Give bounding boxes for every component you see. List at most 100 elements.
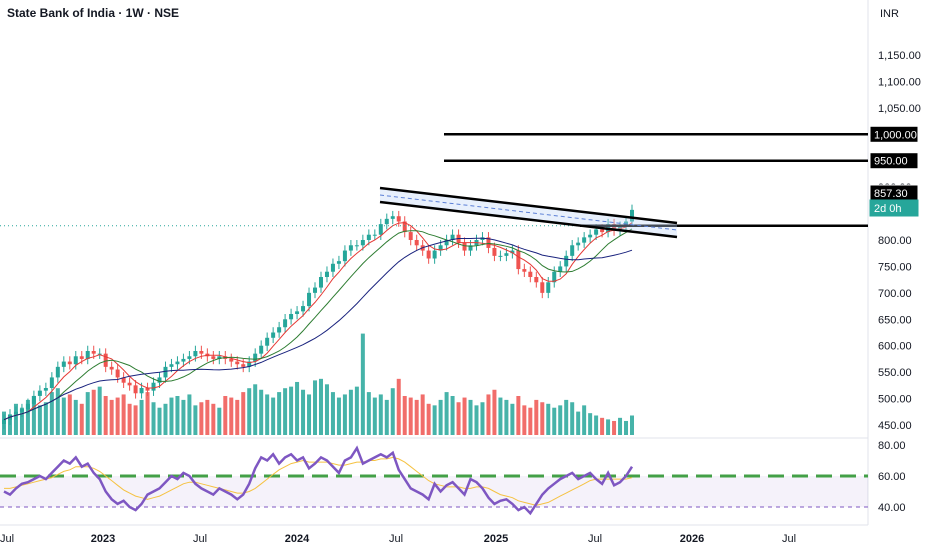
candle-body [528, 271, 533, 277]
volume-bar [516, 396, 521, 435]
volume-bar [528, 407, 533, 435]
candle-body [516, 250, 521, 270]
candle-body [271, 332, 276, 338]
x-tick-label: 2026 [680, 533, 704, 545]
candle-body [145, 388, 150, 391]
x-tick-label: 2024 [285, 533, 310, 545]
volume-bar [295, 381, 300, 435]
candle-body [582, 237, 587, 243]
candle-body [384, 218, 389, 225]
candle-body [534, 277, 539, 283]
candle-body [157, 377, 162, 383]
candle-body [181, 358, 186, 362]
candle-body [348, 245, 353, 251]
candle-body [354, 245, 359, 247]
candle-body [396, 216, 401, 222]
volume-bar [241, 392, 246, 435]
volume-bar [61, 397, 66, 435]
volume-bar [564, 399, 569, 435]
y-tick-label: 650.00 [878, 314, 912, 326]
candle-body [462, 242, 467, 251]
volume-bar [133, 405, 138, 435]
volume-bar [55, 388, 60, 435]
candle-body [594, 229, 599, 235]
volume-bar [390, 388, 395, 435]
candle-body [564, 255, 569, 267]
volume-bar [408, 397, 413, 435]
candle-body [408, 232, 413, 240]
candle-body [450, 234, 455, 240]
volume-bar [492, 389, 497, 435]
candle-body [259, 345, 264, 354]
candle-body [486, 237, 491, 248]
volume-bar [366, 392, 371, 435]
volume-bar [438, 399, 443, 435]
volume-bar [606, 419, 611, 435]
volume-bar [600, 417, 605, 435]
volume-bar [247, 388, 252, 435]
candle-body [324, 271, 329, 277]
candle-body [229, 358, 234, 362]
volume-bar [414, 399, 419, 435]
volume-bar [324, 384, 329, 435]
candle-body [492, 247, 497, 256]
volume-bar [145, 392, 150, 435]
candle-body [37, 390, 42, 396]
volume-bar [289, 386, 294, 435]
candle-body [127, 382, 132, 386]
y-tick-label: 450.00 [878, 420, 912, 432]
candle-body [25, 403, 30, 410]
candle-body [426, 250, 431, 259]
rsi-band [0, 476, 868, 507]
candle-body [163, 366, 168, 378]
volume-bar [396, 378, 401, 435]
volume-bar [211, 403, 216, 435]
volume-bar [522, 405, 527, 435]
candle-body [265, 337, 270, 346]
candle-body [277, 327, 282, 333]
candle-body [313, 287, 318, 293]
candle-body [193, 351, 198, 357]
candle-body [522, 269, 527, 272]
candle-body [175, 361, 180, 365]
candle-body [55, 366, 60, 378]
candle-body [540, 282, 545, 293]
volume-bar [79, 403, 84, 435]
volume-bar [420, 394, 425, 435]
candle-body [390, 216, 395, 219]
candle-body [139, 388, 144, 394]
x-tick-label: Jul [193, 533, 207, 545]
volume-bar [504, 399, 509, 435]
ma-fast-line [3, 222, 633, 421]
volume-bar [468, 399, 473, 435]
volume-bar [480, 402, 485, 435]
volume-bar [181, 399, 186, 435]
volume-bar [109, 399, 114, 435]
candle-body [438, 245, 443, 251]
price-tag-label: 950.00 [874, 156, 908, 168]
volume-bar [510, 403, 515, 435]
price-tag [869, 152, 919, 170]
volume-bar [163, 403, 168, 435]
volume-bar [151, 402, 156, 435]
candle-body [31, 395, 36, 404]
volume-bar [235, 399, 240, 435]
candle-body [187, 356, 192, 359]
x-tick-label: Jul [389, 533, 403, 545]
candle-body [366, 234, 371, 240]
volume-bar [474, 405, 479, 435]
candle-body [498, 255, 503, 257]
candle-body [295, 311, 300, 314]
rsi-line [3, 445, 634, 516]
volume-bar [259, 389, 264, 435]
volume-bar [103, 396, 108, 435]
x-tick-label: Jul [0, 533, 14, 545]
volume-bar [486, 394, 491, 435]
volume-bar [618, 417, 623, 435]
volume-bar [223, 396, 228, 435]
volume-bar [348, 389, 353, 435]
volume-bar [354, 386, 359, 435]
candle-body [241, 364, 246, 367]
volume-bar [313, 380, 318, 435]
